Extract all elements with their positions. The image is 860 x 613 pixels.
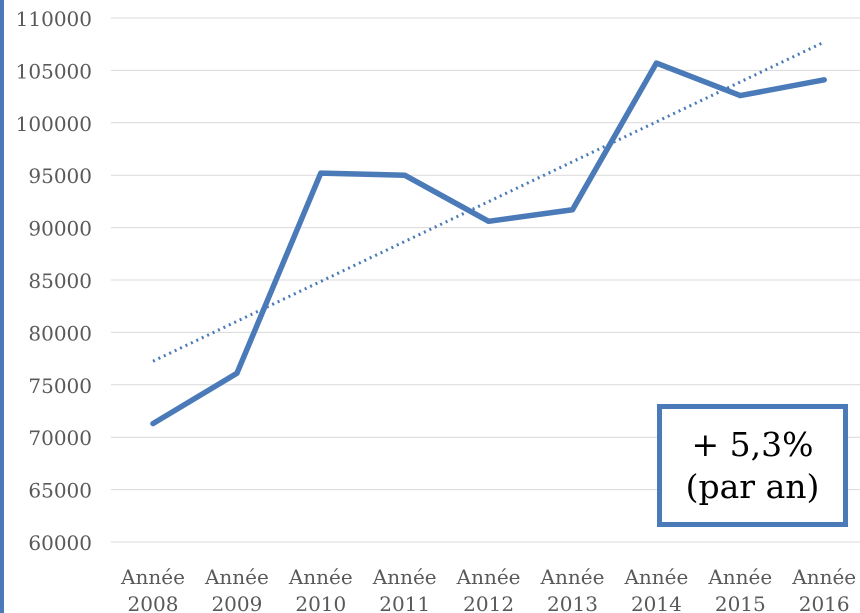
data-point xyxy=(737,93,743,99)
y-tick-label: 60000 xyxy=(28,531,92,555)
x-tick-label: Année 2011 xyxy=(372,565,437,613)
y-tick-label: 105000 xyxy=(16,59,92,83)
trendline xyxy=(152,40,825,363)
data-point xyxy=(821,77,827,83)
data-point xyxy=(318,170,324,176)
x-tick-label: Année 2008 xyxy=(120,565,185,613)
x-tick-label: Année 2014 xyxy=(623,565,688,613)
x-tick-label: Année 2012 xyxy=(456,565,521,613)
growth-annotation-box: + 5,3% (par an) xyxy=(657,404,848,527)
x-tick-label: Année 2009 xyxy=(204,565,269,613)
y-tick-label: 95000 xyxy=(28,164,92,188)
annotation-line-1: + 5,3% xyxy=(691,425,814,465)
data-point xyxy=(486,218,492,224)
y-tick-label: 80000 xyxy=(28,321,92,345)
y-tick-label: 65000 xyxy=(28,479,92,503)
data-point xyxy=(234,370,240,376)
annotation-line-2: (par an) xyxy=(685,466,820,506)
y-tick-label: 75000 xyxy=(28,374,92,398)
y-tick-label: 90000 xyxy=(28,217,92,241)
x-tick-label: Année 2015 xyxy=(707,565,772,613)
x-tick-label: Année 2016 xyxy=(791,565,856,613)
y-tick-label: 70000 xyxy=(28,426,92,450)
data-point xyxy=(402,172,408,178)
data-points xyxy=(150,60,827,427)
x-tick-label: Année 2013 xyxy=(540,565,605,613)
data-point xyxy=(150,421,156,427)
x-axis-tick-labels: Année 2008 Année 2009 Année 2010 Année 2011 Anné… xyxy=(120,565,856,613)
y-axis-tick-labels: 60000 65000 70000 75000 80000 85000 90000 95000… xyxy=(16,7,92,555)
data-point xyxy=(653,60,659,66)
y-tick-label: 110000 xyxy=(16,7,92,31)
data-point xyxy=(570,207,575,213)
y-tick-label: 100000 xyxy=(16,112,92,136)
series-line xyxy=(150,60,827,427)
left-edge-bar xyxy=(0,0,4,613)
y-tick-label: 85000 xyxy=(28,269,92,293)
x-tick-label: Année 2010 xyxy=(288,565,353,613)
